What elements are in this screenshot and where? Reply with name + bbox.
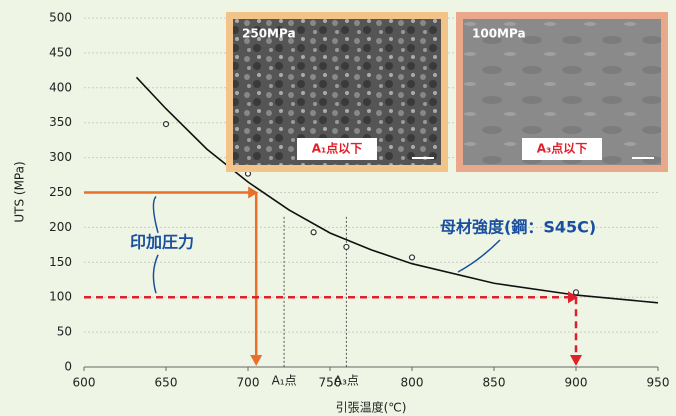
- data-point: [572, 289, 580, 296]
- data-point: [343, 243, 350, 251]
- y-tick-label: 150: [49, 255, 72, 269]
- fit-curve: [135, 76, 659, 304]
- inset-stress: 250MPa: [242, 27, 296, 41]
- arrow-head: [570, 355, 582, 366]
- x-tick-label: 850: [483, 376, 506, 390]
- y-tick-label: 0: [64, 360, 72, 374]
- x-tick-label: 800: [401, 376, 424, 390]
- y-tick-label: 50: [57, 325, 72, 339]
- inset-tag: A₁点以下: [312, 141, 363, 156]
- tag-box: [297, 138, 377, 160]
- tag-box: [522, 138, 602, 160]
- x-tick-label: 700: [237, 376, 260, 390]
- arrow-head: [248, 186, 259, 199]
- y-tick-label: 250: [49, 185, 72, 199]
- data-point: [408, 254, 416, 261]
- x-tick-label: 750: [319, 376, 342, 390]
- callout: [152, 254, 159, 294]
- y-tick-label: 350: [49, 115, 72, 129]
- inset-tag: A₃点以下: [537, 141, 588, 156]
- arrow-head: [568, 291, 578, 304]
- x-tick-label: 600: [73, 376, 96, 390]
- callout: [152, 195, 159, 234]
- x-tick-label: 650: [155, 376, 178, 390]
- data-point: [162, 120, 170, 128]
- callout: [457, 239, 501, 273]
- y-tick-label: 200: [49, 220, 72, 234]
- reference-label: A₃点: [334, 374, 359, 388]
- x-tick-label: 950: [647, 376, 670, 390]
- arrow-head: [250, 355, 263, 366]
- y-tick-label: 450: [49, 45, 72, 59]
- x-tick-label: 900: [565, 376, 588, 390]
- y-axis-label: UTS (MPa): [13, 161, 27, 222]
- reference-label: A₁点: [272, 374, 297, 388]
- y-tick-label: 300: [49, 150, 72, 164]
- inset-stress: 100MPa: [472, 27, 526, 41]
- annotation: 印加圧力: [130, 232, 194, 251]
- y-tick-label: 500: [49, 11, 72, 25]
- y-tick-label: 100: [49, 290, 72, 304]
- data-point: [310, 229, 317, 236]
- x-axis-label: 引張温度(℃): [336, 400, 407, 415]
- y-tick-label: 400: [49, 80, 72, 94]
- annotation: 母材強度(鋼：S45C): [440, 218, 596, 237]
